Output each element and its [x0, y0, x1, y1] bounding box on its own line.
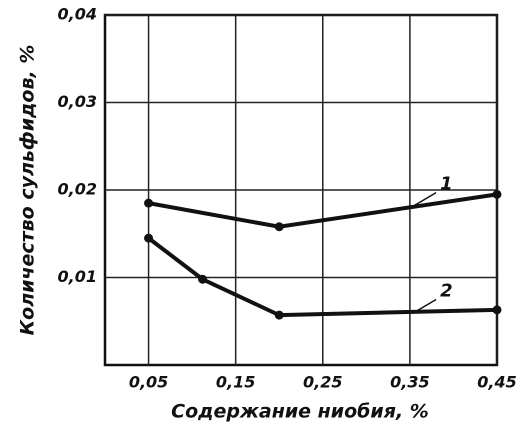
- data-point: [492, 305, 502, 315]
- x-tick-label: 0,35: [390, 373, 429, 392]
- y-tick-label: 0,02: [58, 180, 97, 199]
- y-tick-label: 0,01: [58, 267, 97, 286]
- series-label: 1: [440, 174, 453, 195]
- series-line: [147, 236, 498, 318]
- x-tick-label: 0,25: [303, 373, 342, 392]
- x-axis-label: Содержание ниобия, %: [171, 401, 429, 423]
- data-point: [492, 189, 502, 199]
- data-point: [274, 222, 284, 232]
- data-point: [274, 310, 284, 320]
- data-point: [144, 233, 154, 243]
- y-tick-label: 0,03: [58, 92, 97, 111]
- x-tick-label: 0,05: [129, 373, 168, 392]
- y-tick-label: 0,04: [58, 5, 97, 24]
- series-label: 2: [440, 281, 453, 302]
- x-tick-label: 0,15: [216, 373, 255, 392]
- y-axis-label: Количество сульфидов, %: [17, 45, 39, 336]
- data-point: [144, 198, 154, 208]
- x-tick-label: 0,45: [477, 373, 516, 392]
- data-point: [198, 274, 208, 284]
- label-leader: [413, 298, 437, 314]
- label-leader: [413, 191, 437, 207]
